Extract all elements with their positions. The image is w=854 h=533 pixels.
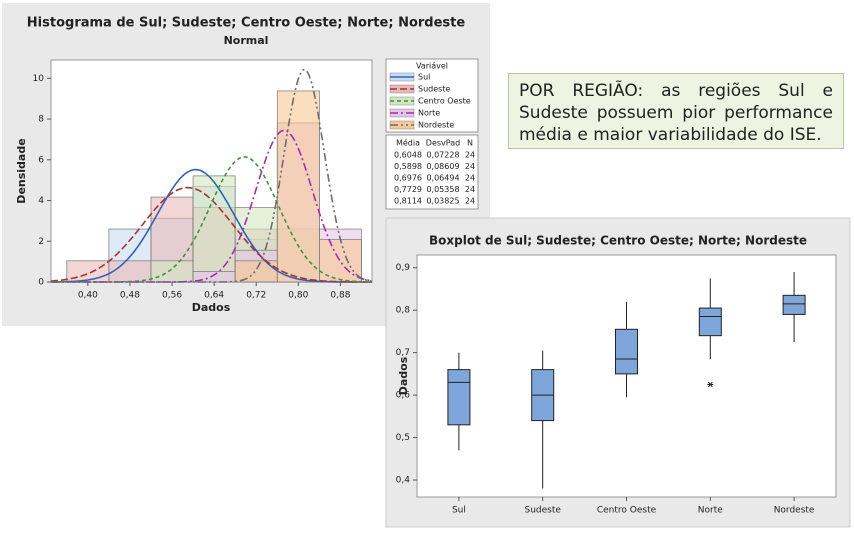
legend-label: Norte bbox=[418, 109, 440, 118]
histogram-bar bbox=[319, 239, 362, 283]
chart-subtitle: Normal bbox=[224, 34, 269, 47]
y-axis-label: Densidade bbox=[15, 138, 28, 203]
stat-n: 24 bbox=[465, 185, 475, 194]
box bbox=[447, 369, 471, 426]
normal-curve bbox=[51, 68, 373, 283]
y-tick-label: 8 bbox=[38, 115, 44, 125]
normal-curve bbox=[50, 186, 372, 283]
stat-sd: 0,06494 bbox=[426, 174, 459, 183]
y-tick-label: 2 bbox=[38, 237, 44, 247]
stat-mean: 0,6976 bbox=[394, 174, 422, 183]
x-tick-label: 0,56 bbox=[162, 291, 182, 301]
stat-sd: 0,03825 bbox=[426, 197, 459, 206]
box bbox=[698, 307, 722, 337]
stat-mean: 0,8114 bbox=[394, 197, 422, 206]
legend-label: Sudeste bbox=[418, 85, 450, 94]
x-tick-label: Nordeste bbox=[774, 506, 815, 516]
stat-sd: 0,08609 bbox=[426, 162, 459, 171]
y-tick-label: 0,5 bbox=[396, 433, 410, 443]
stat-mean: 0,6048 bbox=[394, 151, 422, 160]
y-tick-label: 6 bbox=[38, 155, 44, 165]
histogram-bar bbox=[108, 260, 152, 283]
x-tick-label: 0,80 bbox=[288, 291, 308, 301]
stats-header: DesvPad bbox=[426, 139, 460, 148]
stat-mean: 0,5898 bbox=[394, 162, 422, 171]
y-tick-label: 0,8 bbox=[396, 306, 411, 316]
legend-label: Centro Oeste bbox=[418, 97, 471, 106]
box bbox=[782, 294, 806, 315]
x-tick-label: 0,48 bbox=[120, 291, 140, 301]
legend-label: Nordeste bbox=[418, 121, 454, 130]
histogram-bar bbox=[276, 90, 320, 283]
legend-box bbox=[385, 58, 479, 133]
stat-n: 24 bbox=[465, 174, 475, 183]
legend-label: Sul bbox=[418, 73, 430, 82]
chart-title: Histograma de Sul; Sudeste; Centro Oeste… bbox=[27, 16, 466, 31]
chart-title: Boxplot de Sul; Sudeste; Centro Oeste; N… bbox=[429, 234, 807, 248]
histogram-bar bbox=[192, 175, 236, 283]
y-tick-label: 0,4 bbox=[396, 476, 411, 486]
x-axis-label: Dados bbox=[192, 301, 231, 314]
stats-header: Média bbox=[396, 138, 420, 148]
y-tick-label: 4 bbox=[38, 196, 44, 206]
x-tick-label: 0,88 bbox=[330, 291, 350, 301]
x-tick-label: Centro Oeste bbox=[597, 506, 657, 516]
y-axis-label: Dados bbox=[397, 356, 410, 395]
x-tick-label: 0,72 bbox=[246, 291, 266, 301]
outlier bbox=[707, 381, 714, 388]
stats-header: N bbox=[467, 139, 473, 148]
y-tick-label: 10 bbox=[33, 74, 45, 84]
y-tick-label: 0,7 bbox=[396, 348, 410, 358]
box bbox=[615, 328, 638, 375]
stat-n: 24 bbox=[465, 197, 475, 206]
histogram-bar bbox=[234, 260, 278, 283]
y-tick-label: 0,9 bbox=[396, 263, 411, 273]
stat-sd: 0,05358 bbox=[426, 185, 459, 194]
stat-n: 24 bbox=[465, 162, 475, 171]
stat-n: 24 bbox=[465, 151, 475, 160]
histogram-bar bbox=[150, 260, 194, 283]
note: POR REGIÃO: as regiões Sul e Sudeste pos… bbox=[508, 73, 844, 149]
legend-title: Variável bbox=[416, 62, 448, 71]
normal-curve bbox=[51, 168, 372, 283]
x-tick-label: Norte bbox=[698, 506, 723, 516]
stat-mean: 0,7729 bbox=[394, 185, 422, 194]
stat-sd: 0,07228 bbox=[426, 151, 459, 160]
x-tick-label: 0,64 bbox=[204, 291, 224, 301]
x-tick-label: 0,40 bbox=[78, 291, 98, 301]
stats-box bbox=[385, 134, 479, 210]
y-tick-label: 0 bbox=[38, 278, 44, 288]
y-tick-label: 0,6 bbox=[396, 391, 411, 401]
x-tick-label: Sudeste bbox=[524, 506, 561, 516]
x-tick-label: Sul bbox=[452, 506, 466, 516]
